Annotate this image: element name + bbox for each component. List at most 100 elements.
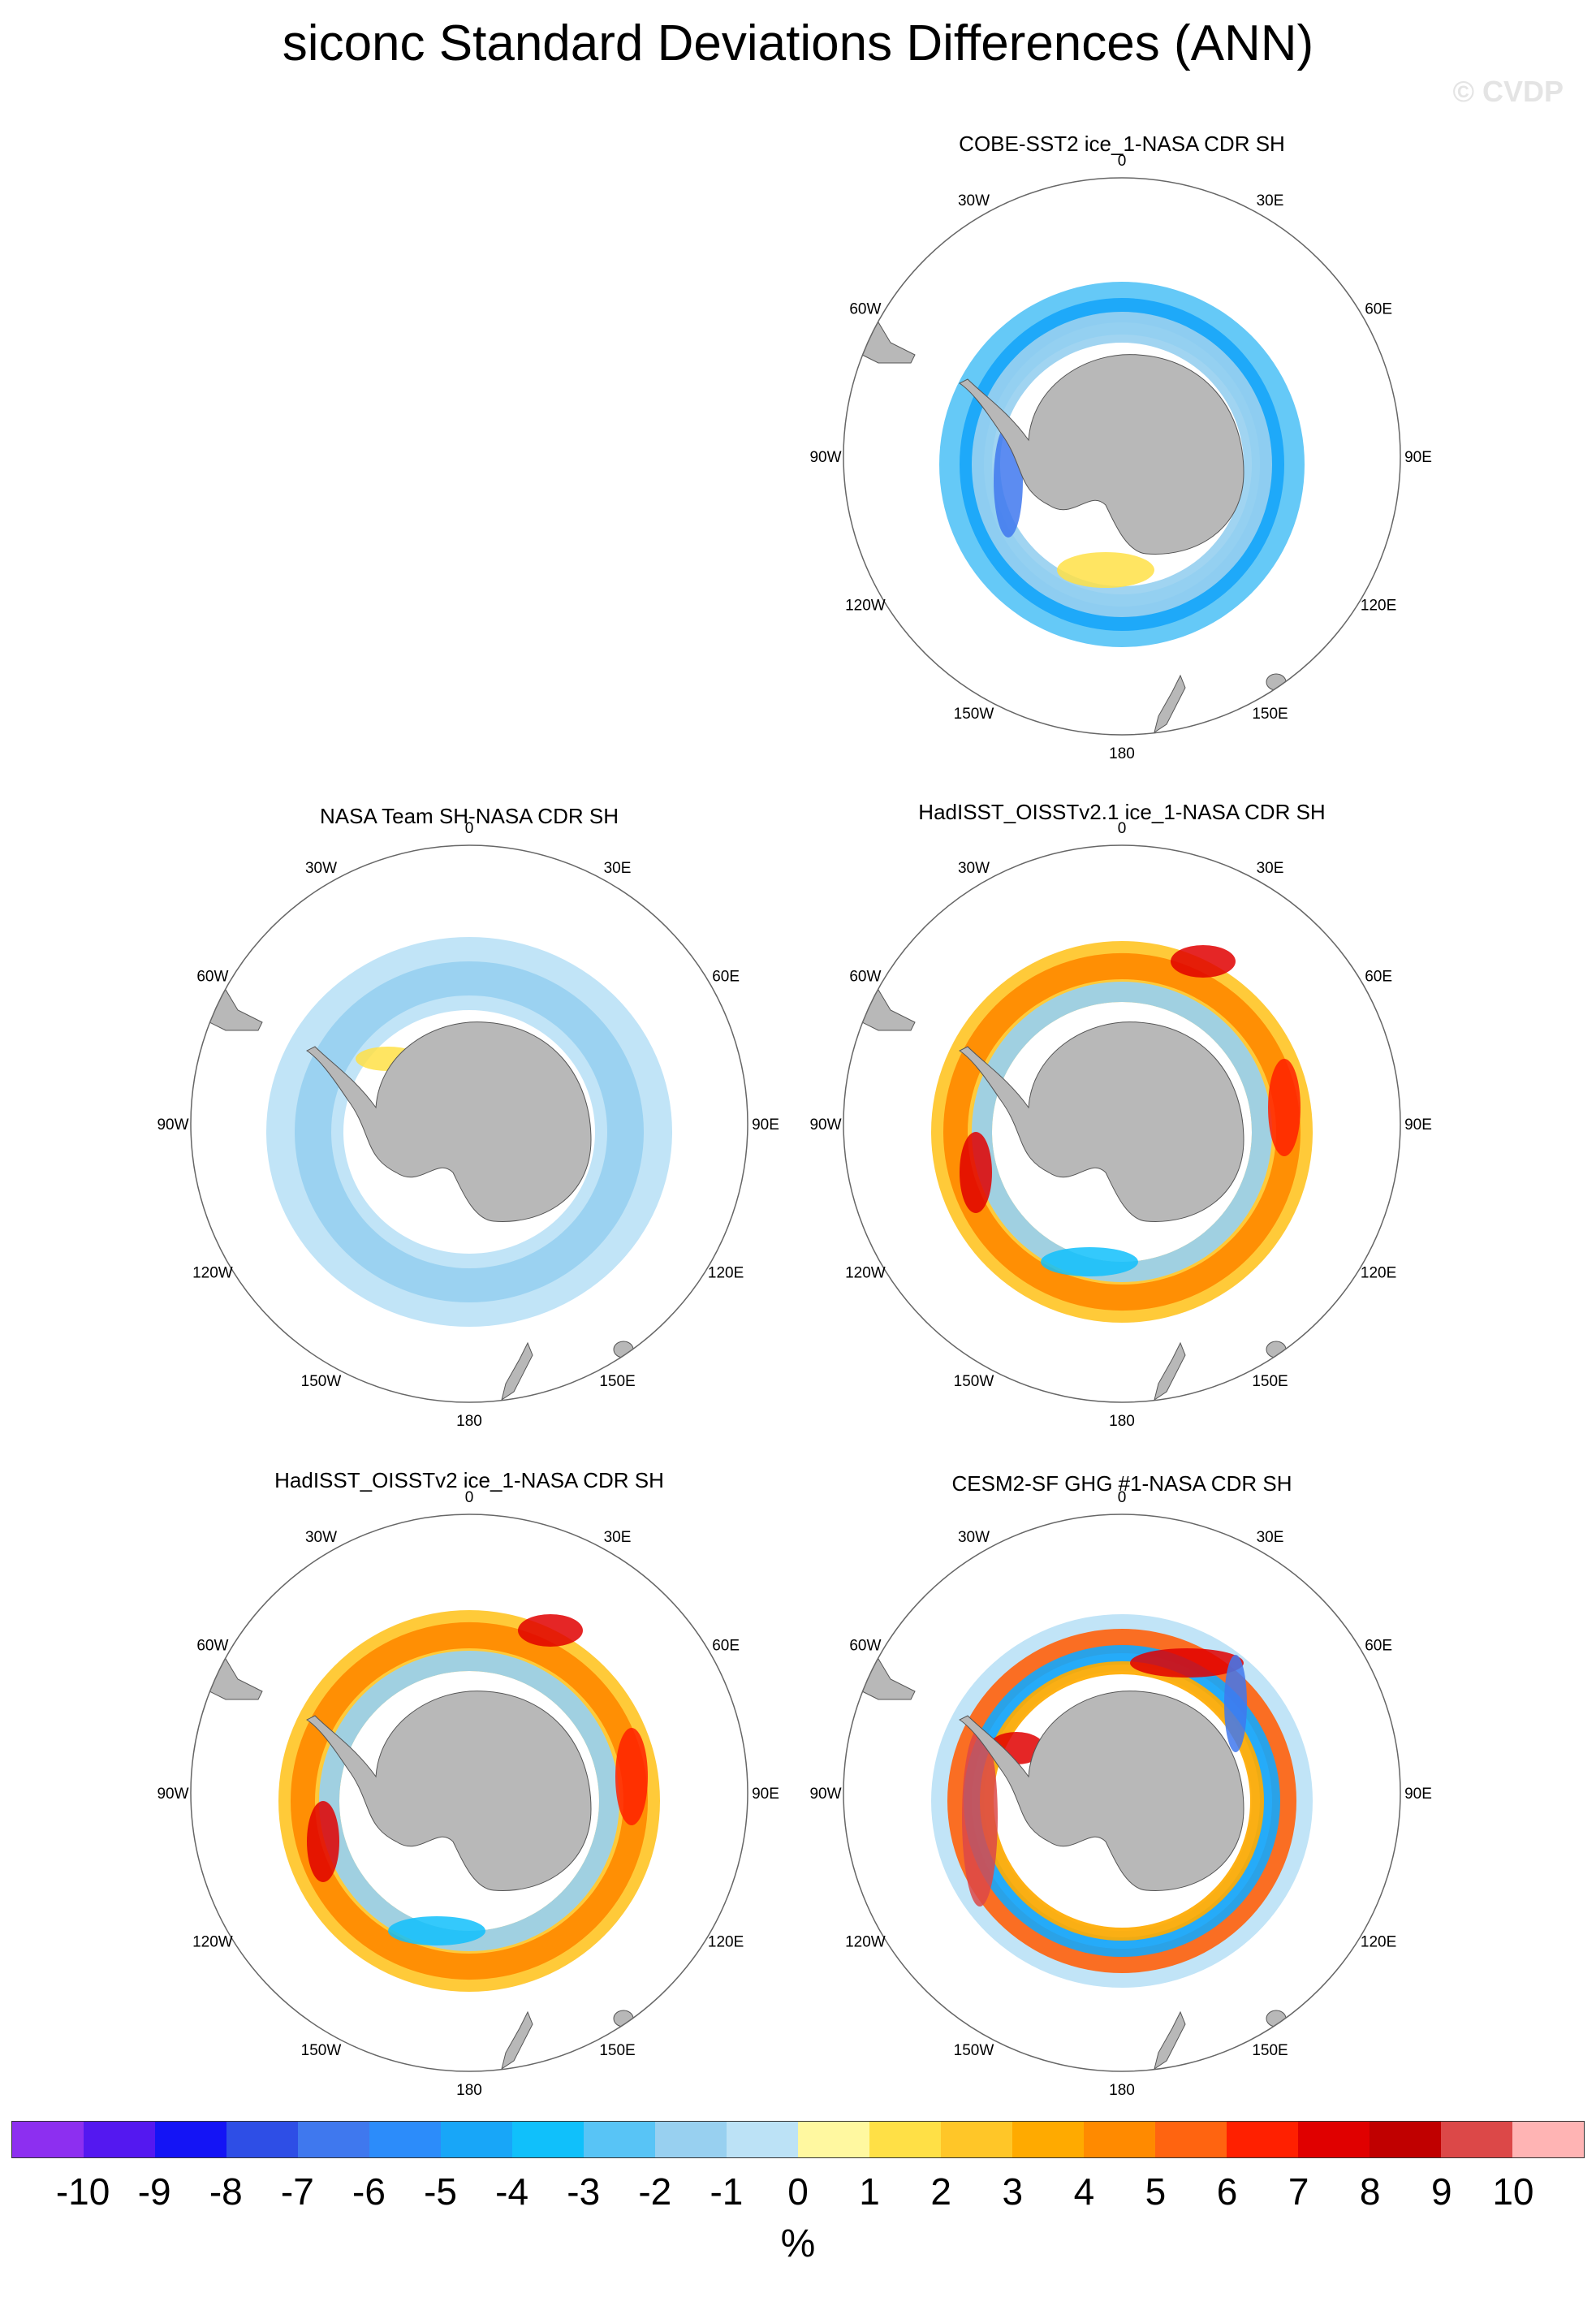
colorbar-tick-label: 3 [1002,2170,1024,2213]
colorbar-tick-label: 2 [930,2170,951,2213]
south-america-landmass [191,1650,263,1700]
longitude-label: 30E [1257,860,1284,877]
anomaly-patch [518,1614,583,1647]
antarctica-landmass [959,354,1244,555]
colorbar-swatch [727,2122,798,2157]
colorbar-swatch [1441,2122,1512,2157]
longitude-label: 30E [1257,1529,1284,1546]
polar-map-panel: 0 30E 60E 90E 120E 150E 180 150W 120W 90W 60W 30W [809,1489,1432,2099]
longitude-label: 0 [1118,153,1127,170]
longitude-label: 60E [1365,301,1392,318]
colorbar-tick-label: -3 [567,2170,601,2213]
longitude-label: 180 [1109,1413,1135,1430]
colorbar-tick-label: 9 [1431,2170,1452,2213]
colorbar-tick-label: -7 [280,2170,314,2213]
watermark: © CVDP [1452,75,1564,108]
longitude-label: 90E [1404,1786,1432,1803]
longitude-label: 60W [196,1638,228,1655]
longitude-label: 60E [1365,1638,1392,1655]
longitude-label: 30E [604,1529,632,1546]
longitude-label: 90W [809,1786,841,1803]
longitude-label: 60E [712,969,740,986]
longitude-label: 120E [1361,1265,1396,1282]
new-zealand-landmass [1154,674,1186,734]
map-field [191,937,672,1401]
colorbar-tick-label: -8 [209,2170,243,2213]
longitude-label: 60W [849,1638,881,1655]
colorbar-tick-label: 1 [859,2170,880,2213]
colorbar-swatch [1012,2122,1084,2157]
longitude-label: 90W [809,1116,841,1134]
longitude-label: 150E [599,1373,635,1390]
longitude-label: 120W [845,1934,886,1951]
colorbar-swatch [1298,2122,1370,2157]
longitude-label: 180 [1109,745,1135,762]
longitude-label: 180 [456,2082,482,2099]
colorbar-swatch [12,2122,84,2157]
longitude-label: 90E [1404,1116,1432,1134]
longitude-label: 150W [301,2042,342,2059]
longitude-label: 30W [305,860,337,877]
colorbar-swatch [869,2122,941,2157]
longitude-label: 30W [305,1529,337,1546]
map-field [843,1614,1313,2071]
longitude-label: 30W [958,860,990,877]
longitude-label: 150W [954,2042,994,2059]
longitude-label: 90E [752,1116,779,1134]
colorbar-tick-label: 5 [1145,2170,1167,2213]
panel-title: HadISST_OISSTv2 ice_1-NASA CDR SH [274,1468,664,1492]
colorbar-tick-label: 4 [1073,2170,1095,2213]
longitude-label: 0 [1118,820,1127,837]
panel-title: HadISST_OISSTv2.1 ice_1-NASA CDR SH [918,800,1326,824]
anomaly-patch [1041,1247,1138,1276]
colorbar-tick-label: -9 [137,2170,171,2213]
south-america-landmass [191,981,263,1031]
panel-title: NASA Team SH-NASA CDR SH [320,804,619,828]
map-boundary [190,844,748,1403]
longitude-label: 120E [708,1265,744,1282]
map-boundary [843,1514,1401,2072]
colorbar-swatch [1084,2122,1155,2157]
colorbar-swatch [84,2122,155,2157]
longitude-label: 90W [157,1786,188,1803]
colorbar-swatch [155,2122,226,2157]
longitude-label: 90W [809,449,841,466]
colorbar-swatch [441,2122,512,2157]
longitude-label: 90E [752,1786,779,1803]
longitude-label: 150E [599,2042,635,2059]
colorbar-tick-label: 6 [1216,2170,1238,2213]
colorbar-swatch [512,2122,584,2157]
colorbar-swatch [298,2122,369,2157]
colorbar-tick-label: 10 [1492,2170,1534,2213]
longitude-label: 60E [1365,969,1392,986]
panel-title: CESM2-SF GHG #1-NASA CDR SH [951,1471,1292,1496]
colorbar-swatch [798,2122,869,2157]
new-zealand-landmass [1154,1341,1186,1401]
new-zealand-landmass [501,1341,533,1401]
colorbar-tick-label: -2 [638,2170,672,2213]
colorbar-tick-label: -1 [710,2170,744,2213]
colorbar-labels: -10 -9 -8 -7 -6 -5 -4 -3 -2 -1 0 1 2 3 4 5 6 7 8 9 10 [11,2170,1585,2218]
colorbar-swatch [941,2122,1012,2157]
longitude-label: 0 [1118,1489,1127,1506]
colorbar-tick-label: -4 [495,2170,529,2213]
colorbar [11,2121,1585,2158]
polar-map-panel: 0 30E 60E 90E 120E 150E 180 150W 120W 90W 60W 30W [809,153,1431,762]
anomaly-patch [1224,1655,1247,1752]
longitude-label: 150W [954,706,994,723]
longitude-label: 150E [1252,1373,1288,1390]
longitude-label: 180 [1109,2082,1135,2099]
longitude-label: 60W [196,969,228,986]
longitude-label: 60W [849,969,881,986]
antarctica-landmass [959,1021,1244,1222]
polar-map-panel: 0 30E 60E 90E 120E 150E 180 150W 120W 90W 60W 30W [809,820,1432,1430]
antarctica-landmass [306,1021,592,1222]
south-america-landmass [843,1650,916,1700]
longitude-label: 150E [1252,706,1288,723]
longitude-label: 0 [465,1489,474,1506]
longitude-label: 0 [465,820,474,837]
colorbar-swatch [655,2122,727,2157]
longitude-label: 120E [1361,598,1396,615]
anomaly-patch [307,1801,339,1882]
colorbar-swatch [1370,2122,1441,2157]
